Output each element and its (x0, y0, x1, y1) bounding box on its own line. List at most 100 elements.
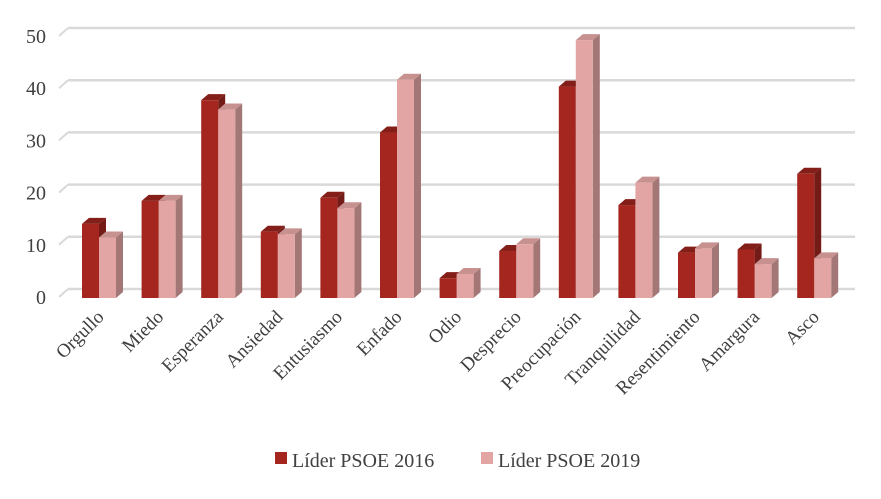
bar-top (516, 238, 541, 245)
bar-2019-6 (456, 267, 481, 298)
bar-2019-3 (277, 228, 302, 298)
bar-side (473, 267, 481, 298)
bar-top (814, 252, 839, 259)
y-axis-ticks: 0 10 20 30 40 50 (26, 26, 46, 309)
legend-swatch-2016 (275, 452, 287, 464)
bar-front (99, 237, 116, 298)
x-tick-label: Miedo (118, 307, 168, 357)
bar-top (456, 267, 481, 274)
bar-front (558, 86, 576, 298)
x-tick-label: Odio (424, 307, 466, 349)
bar-side (712, 242, 719, 298)
y-tick-label: 10 (26, 235, 46, 257)
bar-front (635, 182, 653, 298)
bar-side (116, 231, 123, 298)
x-tick-label: Orgullo (52, 307, 108, 363)
bar-side (533, 238, 541, 298)
bar-front (397, 79, 414, 298)
bar-front (575, 40, 593, 299)
bar-2019-11 (754, 258, 779, 298)
bar-2019-7 (516, 238, 541, 298)
bar-front (797, 173, 815, 298)
bar-top (337, 202, 362, 209)
legend-label-2016: Líder PSOE 2016 (292, 450, 434, 472)
bars (82, 34, 839, 299)
bar-side (354, 202, 362, 298)
bar-front (337, 208, 355, 298)
bar-2019-5 (397, 73, 421, 298)
bar-top (141, 194, 166, 201)
legend: Líder PSOE 2016 Líder PSOE 2019 (275, 450, 640, 472)
bar-top (320, 191, 345, 198)
bar-front (678, 252, 695, 298)
bar-front (737, 249, 755, 298)
bar-2019-1 (158, 194, 183, 298)
bar-front (201, 100, 219, 298)
y-tick-label: 30 (26, 130, 46, 152)
bar-front (456, 273, 474, 298)
bar-2019-9 (635, 176, 660, 298)
bar-front (218, 109, 236, 298)
bar-front (516, 244, 534, 298)
bar-top (82, 217, 106, 224)
bar-front (499, 251, 517, 298)
bar-front (320, 197, 338, 298)
bar-side (294, 228, 302, 298)
bar-top (201, 94, 226, 101)
bar-side (175, 194, 183, 298)
bar-front (814, 258, 832, 298)
bar-top (575, 34, 600, 41)
bar-front (141, 200, 159, 298)
bar-top (277, 228, 302, 235)
bar-top (397, 73, 421, 80)
bar-top (218, 103, 243, 110)
bar-top (260, 225, 285, 232)
y-tick-label: 50 (26, 26, 46, 48)
bar-front (82, 223, 99, 298)
bar-front (277, 234, 295, 298)
bar-2019-2 (218, 103, 243, 298)
bar-side (592, 34, 600, 299)
bar-front (754, 264, 772, 298)
bar-front (260, 231, 278, 298)
y-tick-mark (58, 236, 69, 246)
bar-2019-8 (575, 34, 600, 299)
bar-top (737, 243, 762, 250)
x-tick-label: Amargura (695, 306, 764, 375)
bar-side (831, 252, 839, 298)
y-tick-mark (58, 183, 69, 194)
bar-2019-12 (814, 252, 839, 298)
bar-2019-4 (337, 202, 362, 298)
bar-side (652, 176, 660, 298)
bar-front (158, 200, 176, 298)
bar-2019-0 (99, 231, 123, 298)
bar-top (695, 242, 719, 249)
y-tick-mark (58, 79, 69, 89)
bar-top (754, 258, 779, 265)
y-tick-label: 0 (36, 287, 46, 309)
x-tick-label: Asco (781, 307, 823, 349)
x-tick-label: Esperanza (158, 306, 228, 376)
bar-front (439, 278, 457, 298)
gridlines (58, 26, 855, 298)
bar-front (380, 132, 397, 298)
bar-2019-10 (695, 242, 719, 298)
bar-top (635, 176, 660, 183)
bar-side (771, 258, 779, 298)
bar-top (797, 167, 822, 174)
bar-side (235, 103, 243, 298)
x-tick-label: Enfado (353, 307, 407, 361)
bar-top (158, 194, 183, 201)
bar-top (99, 231, 123, 238)
legend-swatch-2019 (481, 452, 493, 464)
y-tick-mark (58, 131, 69, 142)
legend-label-2019: Líder PSOE 2019 (498, 450, 640, 472)
bar-front (618, 205, 636, 298)
bar-side (414, 73, 421, 298)
y-tick-mark (58, 27, 69, 37)
y-tick-label: 40 (26, 78, 46, 100)
y-tick-label: 20 (26, 183, 46, 205)
bar-front (695, 248, 712, 298)
